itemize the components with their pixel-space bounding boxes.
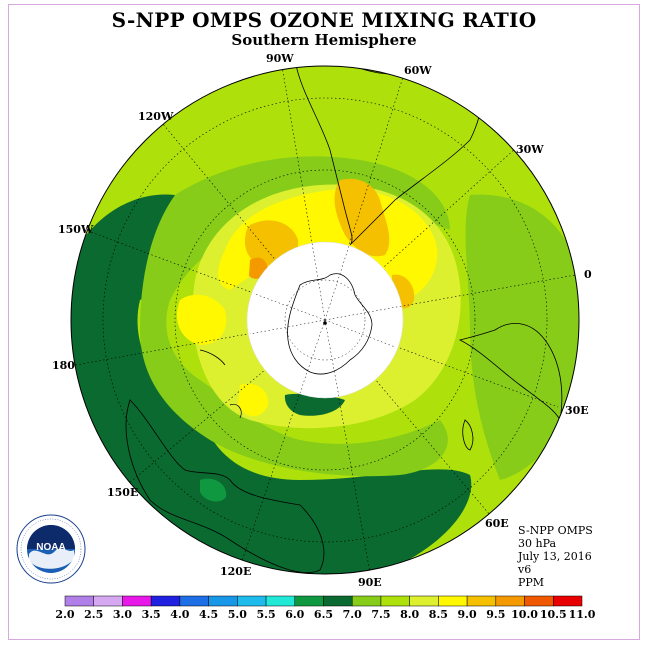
- colorbar-tick-label: 3.0: [112, 608, 132, 621]
- colorbar-tick-label: 5.5: [256, 608, 276, 621]
- colorbar-swatch: [294, 595, 324, 607]
- colorbar-swatch: [438, 595, 468, 607]
- noaa-logo: NOAA: [16, 514, 86, 584]
- colorbar-tick-label: 6.5: [313, 608, 334, 621]
- colorbar-swatch: [495, 595, 525, 607]
- lon-label-150e: 150E: [107, 486, 139, 499]
- colorbar-tick-label: 5.0: [227, 608, 247, 621]
- colorbar-tick-label: 9.5: [486, 608, 506, 621]
- ozone-region-8.5-south: [238, 383, 269, 417]
- ozone-region-6.5-inner: [284, 393, 345, 416]
- lon-label-180: 180: [52, 359, 75, 372]
- colorbar-tick-label: 7.5: [371, 608, 391, 621]
- lon-label-30w: 30W: [516, 143, 544, 156]
- info-level: 30 hPa: [518, 537, 557, 550]
- colorbar-swatch: [93, 595, 123, 607]
- ozone-region-7.0-east: [465, 194, 579, 480]
- map-subtitle: Southern Hemisphere: [231, 31, 417, 49]
- colorbar-tick-label: 6.0: [285, 608, 305, 621]
- lon-label-90e: 90E: [358, 576, 382, 589]
- colorbar-swatch: [64, 595, 94, 607]
- antarctica-coastline: [287, 273, 373, 375]
- lon-label-90w: 90W: [266, 52, 294, 65]
- figure-frame: [8, 4, 640, 640]
- lon-label-60w: 60W: [404, 64, 432, 77]
- colorbar-tick-label: 3.5: [141, 608, 161, 621]
- ozone-region-6.0: [200, 478, 227, 502]
- product-info: S-NPP OMPS 30 hPa July 13, 2016 v6 PPM: [518, 524, 593, 589]
- info-instrument: S-NPP OMPS: [518, 524, 593, 537]
- south-pole-marker: [323, 321, 327, 325]
- colorbar-swatch: [179, 595, 209, 607]
- map-boundary: [70, 65, 580, 575]
- colorbar-swatch: [323, 595, 353, 607]
- svg-text:NOAA: NOAA: [36, 542, 65, 553]
- info-version: v6: [518, 563, 532, 576]
- ozone-region-6.5: [71, 194, 472, 574]
- map-title: S-NPP OMPS OZONE MIXING RATIO: [111, 8, 537, 32]
- colorbar-swatch: [122, 595, 152, 607]
- colorbar-tick-label: 4.5: [199, 608, 219, 621]
- colorbar-tick-label: 11.0: [568, 608, 596, 621]
- colorbar-tick-label: 2.0: [55, 608, 75, 621]
- colorbar-tick-label: 9.0: [457, 608, 477, 621]
- inner-grid: [249, 242, 403, 398]
- lon-label-120e: 120E: [220, 565, 252, 578]
- colorbar-tick-label: 10.5: [539, 608, 567, 621]
- lon-label-0: 0: [584, 268, 592, 281]
- info-units: PPM: [518, 576, 545, 589]
- colorbar-tick-label: 10.0: [511, 608, 538, 621]
- colorbar-swatch: [208, 595, 238, 607]
- colorbar-swatch: [237, 595, 267, 607]
- ozone-region-8.5-west: [176, 294, 227, 345]
- lon-label-60e: 60E: [485, 517, 509, 530]
- colorbar-swatch: [466, 595, 497, 607]
- colorbar-tick-label: 7.0: [342, 608, 362, 621]
- lon-label-150w: 150W: [58, 223, 94, 236]
- lon-label-120w: 120W: [138, 110, 174, 123]
- colorbar-swatch: [150, 595, 181, 607]
- colorbar-swatch: [553, 595, 583, 607]
- colorbar-tick-label: 4.0: [170, 608, 190, 621]
- colorbar-tick-label: 2.5: [84, 608, 104, 621]
- colorbar-swatch: [409, 595, 439, 607]
- lon-label-30e: 30E: [565, 404, 589, 417]
- colorbar-tick-label: 8.5: [428, 608, 448, 621]
- info-date: July 13, 2016: [518, 550, 592, 563]
- colorbar-swatch: [351, 595, 382, 607]
- ozone-region-9.0-drake: [334, 178, 390, 257]
- colorbar-swatch: [380, 595, 410, 607]
- colorbar-swatch: [265, 595, 296, 607]
- coastlines: [125, 66, 563, 574]
- colorbar-swatch: [524, 595, 554, 607]
- colorbar-tick-label: 8.0: [400, 608, 420, 621]
- meridian-grid: [71, 66, 579, 574]
